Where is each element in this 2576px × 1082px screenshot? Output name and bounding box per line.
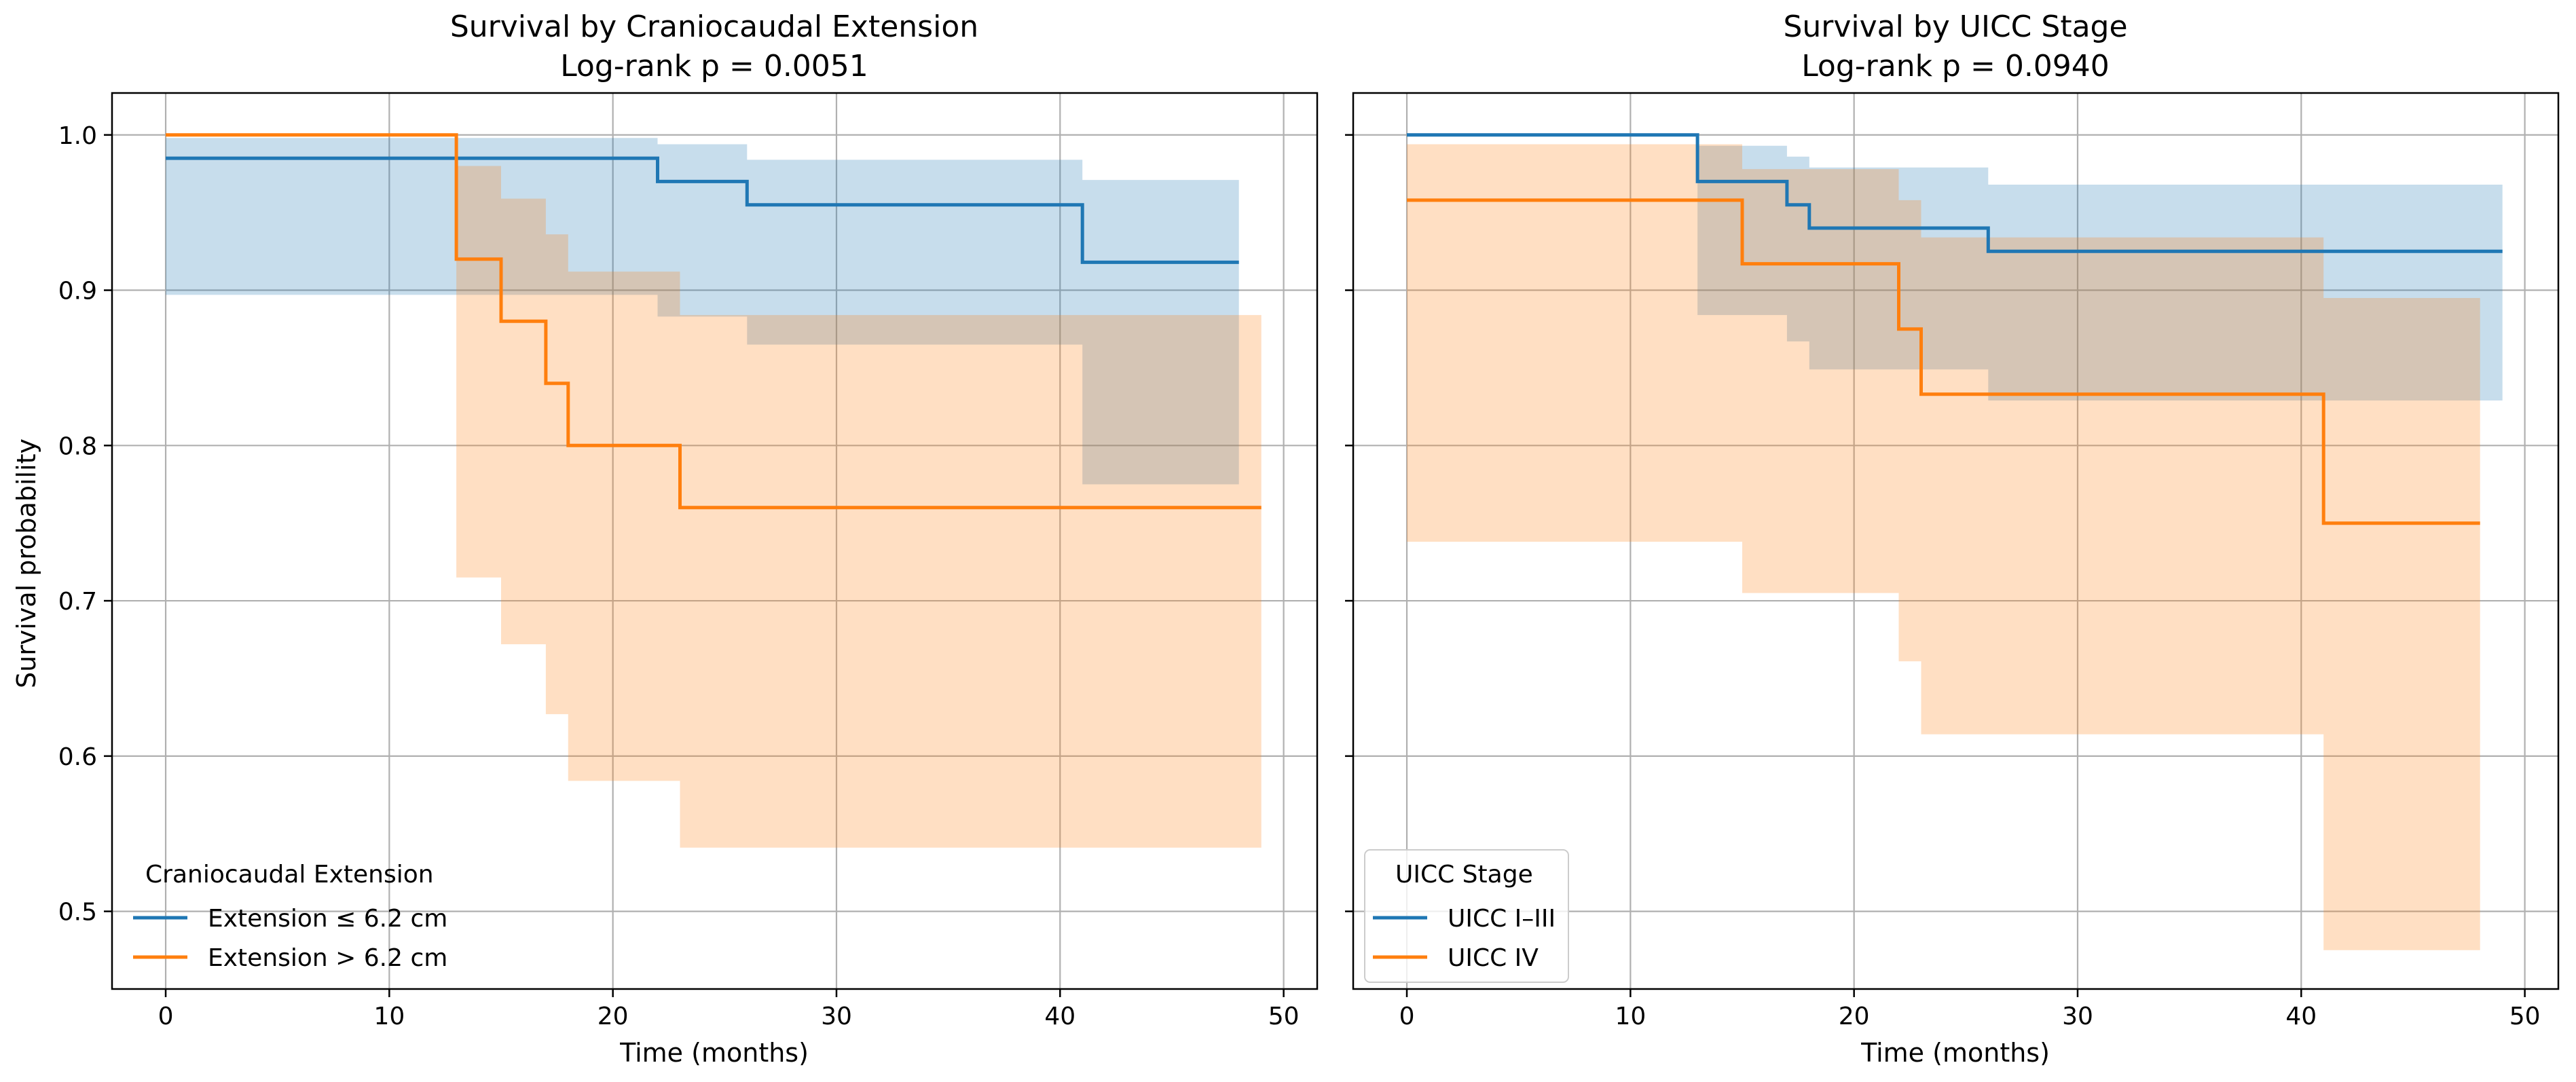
x-tick-label: 50 <box>2509 1003 2541 1030</box>
panel-extension: Survival by Craniocaudal Extension Log-r… <box>12 10 1319 1068</box>
y-tick-label: 1.0 <box>58 122 97 150</box>
legend: UICC Stage UICC I–III UICC IV <box>1364 849 1569 983</box>
survival-line-uicc-i-iii <box>1407 133 2503 253</box>
panel-uicc: Survival by UICC Stage Log-rank p = 0.09… <box>1345 10 2560 1068</box>
axes-frame <box>1352 92 2560 990</box>
x-tick-label: 0 <box>158 1003 174 1030</box>
confidence-bands <box>1407 134 2503 950</box>
x-tick-label: 10 <box>1615 1003 1646 1030</box>
ci-band-extension-6-2-cm <box>166 134 1262 848</box>
legend-title: Craniocaudal Extension <box>145 861 434 889</box>
y-tick-label: 0.8 <box>58 432 97 460</box>
y-ticks: 0.5 0.6 0.7 0.8 0.9 1.0 <box>58 122 112 927</box>
legend-box <box>1364 849 1569 983</box>
x-tick-label: 30 <box>821 1003 852 1030</box>
x-tick-label: 30 <box>2062 1003 2093 1030</box>
x-axis-label: Time (months) <box>1860 1038 2050 1068</box>
x-tick-label: 40 <box>2285 1003 2317 1030</box>
y-ticks <box>1345 134 1353 912</box>
legend-entry-uicc-iv: UICC IV <box>1448 944 1539 972</box>
x-ticks: 0 10 20 30 40 50 <box>1399 989 2541 1030</box>
ci-band-uicc-i-iii <box>1407 134 2503 401</box>
x-tick-label: 40 <box>1044 1003 1075 1030</box>
panel-subtitle: Log-rank p = 0.0051 <box>560 49 868 83</box>
legend-entry-extension-le: Extension ≤ 6.2 cm <box>208 905 447 933</box>
legend-title: UICC Stage <box>1395 861 1533 889</box>
x-tick-label: 0 <box>1399 1003 1415 1030</box>
legend-entry-uicc-i-iii: UICC I–III <box>1448 905 1556 933</box>
survival-lines <box>166 133 1262 510</box>
y-tick-label: 0.9 <box>58 278 97 305</box>
x-tick-label: 20 <box>1839 1003 1870 1030</box>
x-axis-label: Time (months) <box>619 1038 809 1068</box>
panel-title: Survival by UICC Stage <box>1783 10 2127 44</box>
survival-line-uicc-iv <box>1407 198 2480 525</box>
x-tick-label: 20 <box>597 1003 629 1030</box>
y-tick-label: 0.6 <box>58 743 97 771</box>
x-tick-label: 10 <box>373 1003 405 1030</box>
survival-line-extension-6-2-cm <box>166 156 1239 264</box>
x-ticks: 0 10 20 30 40 50 <box>158 989 1300 1030</box>
legend-entry-extension-gt: Extension > 6.2 cm <box>208 944 447 972</box>
confidence-bands <box>166 134 1262 848</box>
gridlines <box>1353 93 2558 989</box>
legend: Craniocaudal Extension Extension ≤ 6.2 c… <box>133 861 447 972</box>
x-tick-label: 50 <box>1268 1003 1300 1030</box>
panel-title: Survival by Craniocaudal Extension <box>450 10 978 44</box>
survival-lines <box>1407 133 2503 525</box>
y-axis-label: Survival probability <box>12 439 41 688</box>
survival-line-extension-6-2-cm <box>166 133 1262 510</box>
panel-subtitle: Log-rank p = 0.0940 <box>1801 49 2110 83</box>
y-tick-label: 0.5 <box>58 899 97 927</box>
axes-frame <box>111 92 1319 990</box>
ci-band-extension-6-2-cm <box>166 138 1239 485</box>
ci-band-uicc-iv <box>1407 144 2480 950</box>
y-tick-label: 0.7 <box>58 588 97 616</box>
